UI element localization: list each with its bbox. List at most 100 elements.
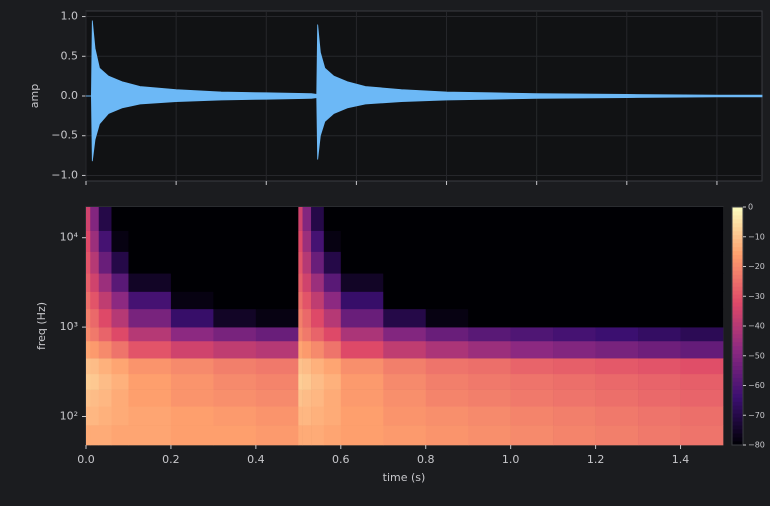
heatmap-cell [255,373,299,390]
heatmap-cell [311,358,325,375]
heatmap-cell [595,273,639,292]
heatmap-cell [638,358,681,375]
heatmap-cell [111,389,129,407]
heatmap-cell [383,230,427,252]
heatmap-cell [298,308,303,328]
heatmap-cell [553,273,596,292]
heatmap-cell [98,425,112,446]
heatmap-cell [323,389,342,407]
heatmap-cell [111,340,129,359]
colorbar-segment [732,262,743,267]
heatmap-cell [340,389,384,407]
heatmap-cell [425,291,469,310]
heatmap-cell [553,358,596,375]
heatmap-cell [680,251,724,274]
heatmap-cell [425,340,469,359]
heatmap-cell [510,291,554,310]
heatmap-cell [340,308,384,328]
heatmap-cell [311,406,325,426]
heatmap-cell [425,207,469,231]
heatmap-cell [680,425,724,446]
colorbar-segment [732,290,743,295]
heatmap-cell [302,340,312,359]
heatmap-cell [553,373,596,390]
colorbar-segment [732,401,743,406]
heatmap-cell [553,291,596,310]
heatmap-cell [638,389,681,407]
heatmap-cell [425,273,469,292]
heatmap-cell [86,425,91,446]
colorbar-tick-label: −40 [748,322,765,331]
heatmap-cell [680,358,724,375]
heatmap-cell [255,358,299,375]
heatmap-cell [255,340,299,359]
heatmap-cell [90,340,100,359]
colorbar-segment [732,417,743,422]
heatmap-cell [510,327,554,342]
heatmap-cell [425,373,469,390]
heatmap-cell [340,358,384,375]
colorbar-segment [732,409,743,414]
heatmap-cell [425,230,469,252]
heatmap-cell [213,251,257,274]
heatmap-cell [468,373,511,390]
heatmap-cell [468,207,511,231]
heatmap-cell [90,389,100,407]
heatmap-cell [468,291,511,310]
heatmap-cell [553,308,596,328]
colorbar-segment [732,310,743,315]
heatmap-cell [680,340,724,359]
colorbar-segment [732,230,743,236]
heatmap-cell [340,251,384,274]
colorbar-segment [732,246,743,252]
heatmap-cell [680,207,724,231]
y-axis-label: freq (Hz) [35,302,48,350]
colorbar-tick-label: −70 [748,411,765,420]
heatmap-cell [298,230,303,252]
heatmap-cell [680,327,724,342]
heatmap-cell [255,251,299,274]
heatmap-cell [128,373,172,390]
heatmap-cell [595,373,639,390]
heatmap-cell [90,273,100,292]
heatmap-cell [680,389,724,407]
heatmap-cell [553,327,596,342]
heatmap-cell [323,230,342,252]
heatmap-cell [98,273,112,292]
y-tick-label: 1.0 [61,10,79,23]
heatmap-cell [595,425,639,446]
heatmap-cell [323,425,342,446]
colorbar-segment [732,425,743,430]
x-tick-label: 1.0 [502,453,520,466]
heatmap-cell [170,230,214,252]
heatmap-cell [638,291,681,310]
heatmap-cell [86,406,91,426]
colorbar-segment [732,306,743,311]
heatmap-cell [170,273,214,292]
heatmap-cell [170,389,214,407]
colorbar-segment [732,389,743,394]
x-tick-label: 0.4 [247,453,265,466]
colorbar-segment [732,294,743,299]
heatmap-cell [311,327,325,342]
heatmap-cell [302,327,312,342]
heatmap-cell [86,273,91,292]
heatmap-cell [213,230,257,252]
heatmap-cell [111,327,129,342]
heatmap-cell [595,327,639,342]
heatmap-cell [170,340,214,359]
heatmap-cell [111,251,129,274]
heatmap-cell [340,373,384,390]
heatmap-cell [595,207,639,231]
x-tick-label: 1.2 [587,453,605,466]
heatmap-cell [638,230,681,252]
colorbar-tick-label: 0 [748,203,753,212]
heatmap-cell [680,373,724,390]
colorbar-segment [732,298,743,303]
heatmap-cell [128,389,172,407]
heatmap-cell [553,251,596,274]
colorbar-tick-label: −80 [748,441,765,450]
heatmap-cell [510,425,554,446]
colorbar-segment [732,421,743,426]
